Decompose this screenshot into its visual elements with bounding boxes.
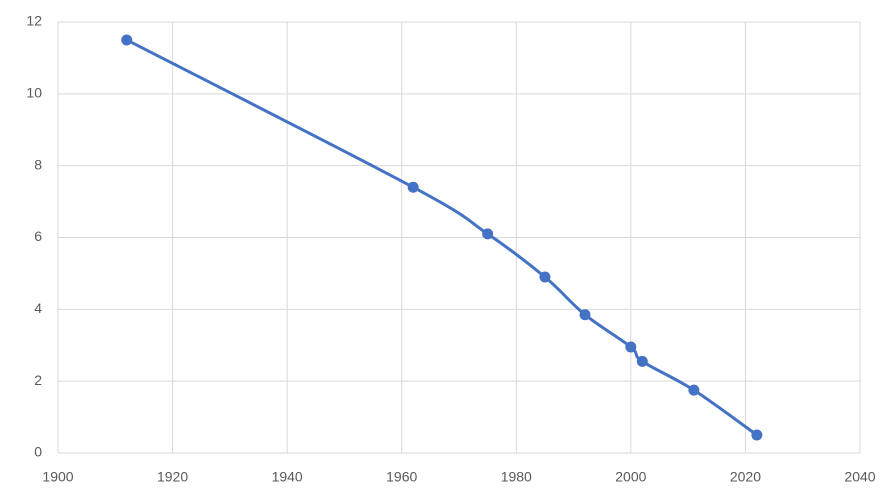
y-tick-label: 4 — [34, 300, 42, 316]
data-point — [751, 429, 763, 441]
data-point — [407, 181, 419, 193]
x-tick-label: 1920 — [157, 469, 188, 485]
series-line — [126, 38, 758, 437]
data-point — [539, 271, 551, 283]
x-tick-label: 2000 — [615, 469, 646, 485]
x-tick-label: 1960 — [386, 469, 417, 485]
x-tick-label: 1940 — [272, 469, 303, 485]
y-tick-label: 12 — [26, 13, 42, 29]
data-point — [625, 341, 637, 353]
y-tick-label: 2 — [34, 372, 42, 388]
x-tick-label: 1980 — [501, 469, 532, 485]
data-point — [688, 384, 700, 396]
data-point — [482, 228, 494, 240]
y-tick-label: 8 — [34, 156, 42, 172]
data-point — [579, 309, 591, 321]
x-tick-label: 2020 — [730, 469, 761, 485]
data-point — [636, 355, 648, 367]
y-tick-label: 10 — [26, 85, 42, 101]
x-tick-label: 1900 — [42, 469, 73, 485]
x-tick-label: 2040 — [844, 469, 875, 485]
data-point — [121, 34, 133, 46]
y-tick-label: 6 — [34, 228, 42, 244]
y-tick-label: 0 — [34, 444, 42, 460]
